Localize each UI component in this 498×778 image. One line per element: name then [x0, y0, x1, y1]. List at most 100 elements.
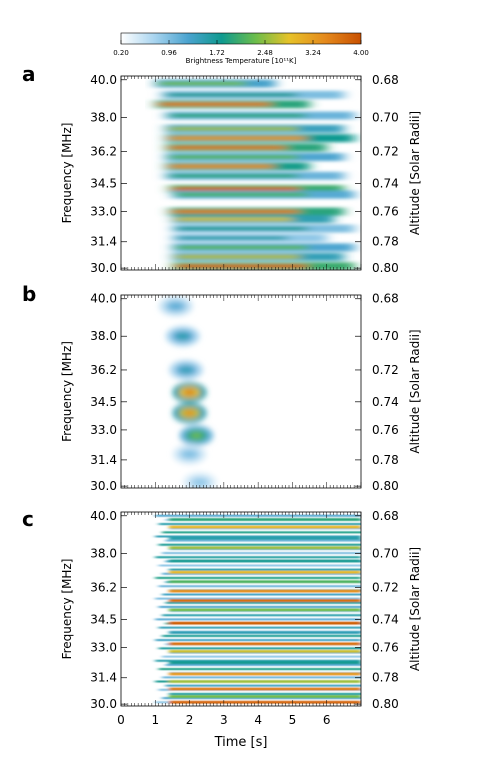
striation: [176, 264, 308, 269]
y-tick-label: 33.0: [90, 423, 117, 437]
spectral-line-bg: [165, 684, 361, 687]
striation: [169, 174, 298, 178]
y-tick-label: 31.4: [90, 671, 117, 685]
colorbar-bar: [120, 32, 362, 45]
y2-tick-label: 0.78: [372, 235, 399, 249]
y2-tick-label: 0.74: [372, 176, 399, 190]
y2-axis-label: Altitude [Solar Radii]: [408, 329, 422, 453]
striation: [169, 113, 306, 118]
spectral-line-bg: [158, 543, 361, 546]
spectral-line-bg: [158, 626, 361, 629]
y-tick-label: 30.0: [90, 697, 117, 711]
panel-a-letter: a: [22, 62, 36, 86]
spectral-line: [169, 649, 361, 653]
y-tick-label: 30.0: [90, 261, 117, 275]
y2-tick-label: 0.80: [372, 261, 399, 275]
spectral-line-bg: [158, 605, 361, 608]
y-tick-label: 30.0: [90, 479, 117, 493]
y-tick-label: 33.0: [90, 641, 117, 655]
spectral-line: [169, 559, 361, 563]
blob-core: [169, 303, 182, 310]
spectral-line: [169, 608, 361, 612]
y-axis-label: Frequency [MHz]: [60, 123, 74, 224]
x-tick-label: 4: [254, 713, 262, 727]
blob-core: [180, 366, 193, 373]
striation: [176, 217, 293, 221]
striation: [169, 126, 298, 131]
striation: [169, 136, 306, 140]
spectral-line-bg: [155, 576, 361, 579]
y2-tick-label: 0.70: [372, 110, 399, 124]
colorbar-tick-label: 0.20: [113, 49, 129, 57]
panel-b-frame: [120, 294, 362, 489]
spectral-line-bg: [155, 618, 361, 621]
spectral-line-bg: [169, 568, 361, 571]
y2-tick-label: 0.72: [372, 580, 399, 594]
spectral-line-bg: [165, 663, 361, 666]
spectral-line-bg: [158, 647, 361, 650]
colorbar-tick-label: 0.96: [161, 49, 177, 57]
spectral-line-bg: [162, 593, 361, 596]
y-tick-label: 38.0: [90, 329, 117, 343]
blob-core: [193, 479, 206, 486]
x-axis-label: Time [s]: [214, 735, 268, 750]
spectral-line-bg: [162, 531, 361, 534]
spectral-line: [169, 687, 361, 691]
spectral-line: [169, 536, 361, 540]
x-tick-label: 1: [151, 713, 159, 727]
x-tick-label: 3: [220, 713, 228, 727]
colorbar-label: Brightness Temperature [10¹¹K]: [186, 57, 297, 65]
y2-tick-label: 0.72: [372, 144, 399, 158]
y-tick-label: 38.0: [90, 546, 117, 560]
spectral-line: [169, 580, 361, 584]
spectral-line: [169, 631, 361, 634]
striation: [159, 81, 246, 86]
y2-tick-label: 0.68: [372, 509, 399, 523]
colorbar-tick-label: 3.24: [305, 49, 321, 57]
striation: [169, 145, 286, 150]
colorbar-tick-label: 2.48: [257, 49, 273, 57]
y2-tick-label: 0.68: [372, 292, 399, 306]
panel-a: a 40.0 0.68 38.0 0.70 36.2 0.72 34.5 0.74 33.0 0.…: [22, 62, 422, 275]
y2-tick-label: 0.80: [372, 479, 399, 493]
spectral-line: [169, 570, 361, 574]
y-tick-label: 31.4: [90, 235, 117, 249]
blob-core: [183, 410, 196, 417]
x-tick-label: 5: [289, 713, 297, 727]
spectral-line: [169, 695, 361, 698]
spectral-line: [169, 642, 361, 646]
spectral-line-bg: [165, 539, 361, 542]
spectral-line-bg: [162, 634, 361, 637]
y-tick-label: 34.5: [90, 176, 117, 190]
y2-tick-label: 0.72: [372, 363, 399, 377]
spectral-line-bg: [162, 697, 361, 700]
striation: [176, 226, 308, 231]
y2-tick-label: 0.78: [372, 453, 399, 467]
striation: [173, 209, 299, 214]
striation: [176, 236, 288, 240]
y2-tick-label: 0.78: [372, 671, 399, 685]
y-tick-label: 34.5: [90, 395, 117, 409]
spectral-line: [169, 599, 361, 602]
y-axis-label: Frequency [MHz]: [60, 559, 74, 660]
y2-tick-label: 0.70: [372, 546, 399, 560]
y2-tick-label: 0.76: [372, 205, 399, 219]
spectral-line-bg: [165, 601, 361, 604]
y2-tick-label: 0.76: [372, 423, 399, 437]
y-tick-label: 34.5: [90, 612, 117, 626]
blob-core: [176, 333, 189, 340]
spectral-line-bg: [155, 639, 361, 642]
striation: [169, 155, 298, 159]
y2-axis-label: Altitude [Solar Radii]: [408, 111, 422, 235]
spectral-line-bg: [158, 668, 361, 671]
spectral-line-bg: [155, 535, 361, 538]
striation: [169, 164, 274, 169]
y-tick-label: 36.2: [90, 144, 117, 158]
striation: [176, 255, 300, 259]
spectral-line-bg: [162, 676, 361, 679]
striation: [176, 245, 308, 250]
spectral-line: [169, 546, 361, 550]
spectral-line-bg: [162, 614, 361, 617]
panel-c-letter: c: [22, 507, 34, 531]
spectral-line-bg: [162, 655, 361, 658]
